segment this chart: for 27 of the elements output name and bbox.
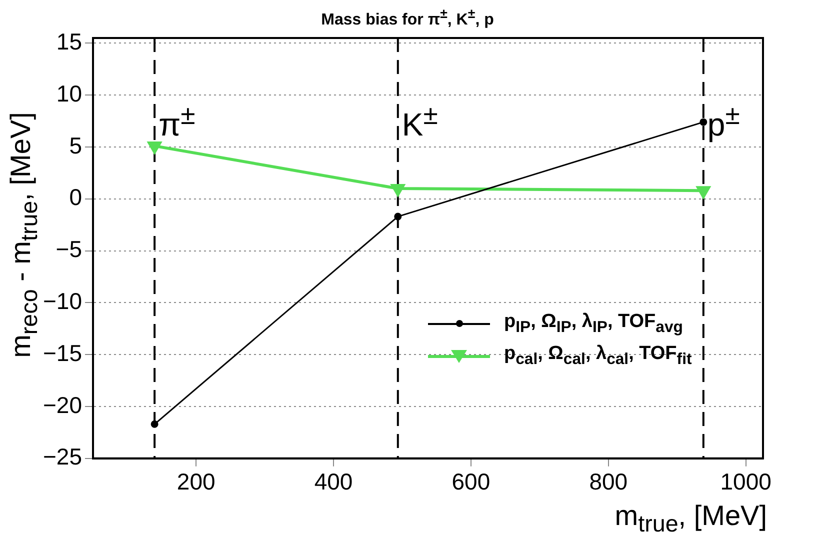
point bbox=[700, 118, 708, 126]
point bbox=[696, 186, 710, 198]
x-tick-label: 600 bbox=[452, 468, 490, 495]
ref-line-label: p$^{±}$ bbox=[707, 100, 740, 144]
y-tick-label: −25 bbox=[43, 444, 82, 470]
ref-line-label: K$^{±}$ bbox=[402, 100, 438, 144]
x-tick-label: 800 bbox=[589, 468, 628, 495]
y-tick-label: −15 bbox=[43, 340, 82, 366]
point bbox=[391, 184, 405, 196]
x-tick-label: 400 bbox=[314, 468, 353, 495]
chart-title: Mass bias for π$^{±}$, K$^{±}$, p bbox=[320, 6, 495, 30]
y-tick-label: −10 bbox=[43, 288, 82, 314]
x-tick-label: 1000 bbox=[720, 468, 772, 495]
ref-line-label: π$^{±}$ bbox=[158, 100, 196, 144]
y-tick-label: 5 bbox=[69, 132, 82, 158]
point bbox=[148, 141, 162, 154]
point bbox=[394, 212, 402, 220]
x-tick-label: 200 bbox=[176, 468, 216, 495]
x-axis-title: m$_{true}$, [MeV] bbox=[614, 500, 767, 538]
y-tick-label: 15 bbox=[56, 28, 82, 55]
y-tick-label: −5 bbox=[56, 236, 82, 262]
y-tick-label: 10 bbox=[56, 80, 82, 106]
y-tick-label: −20 bbox=[43, 392, 82, 418]
legend-label: p$_{IP}$, Ω$_{IP}$, λ$_{IP}$, TOF$_{avg}$ bbox=[504, 311, 683, 338]
legend-label: p$_{cal}$, Ω$_{cal}$, λ$_{cal}$, TOF$_{fit}$ bbox=[504, 343, 692, 370]
point bbox=[150, 420, 158, 428]
y-tick-label: 0 bbox=[69, 184, 82, 210]
